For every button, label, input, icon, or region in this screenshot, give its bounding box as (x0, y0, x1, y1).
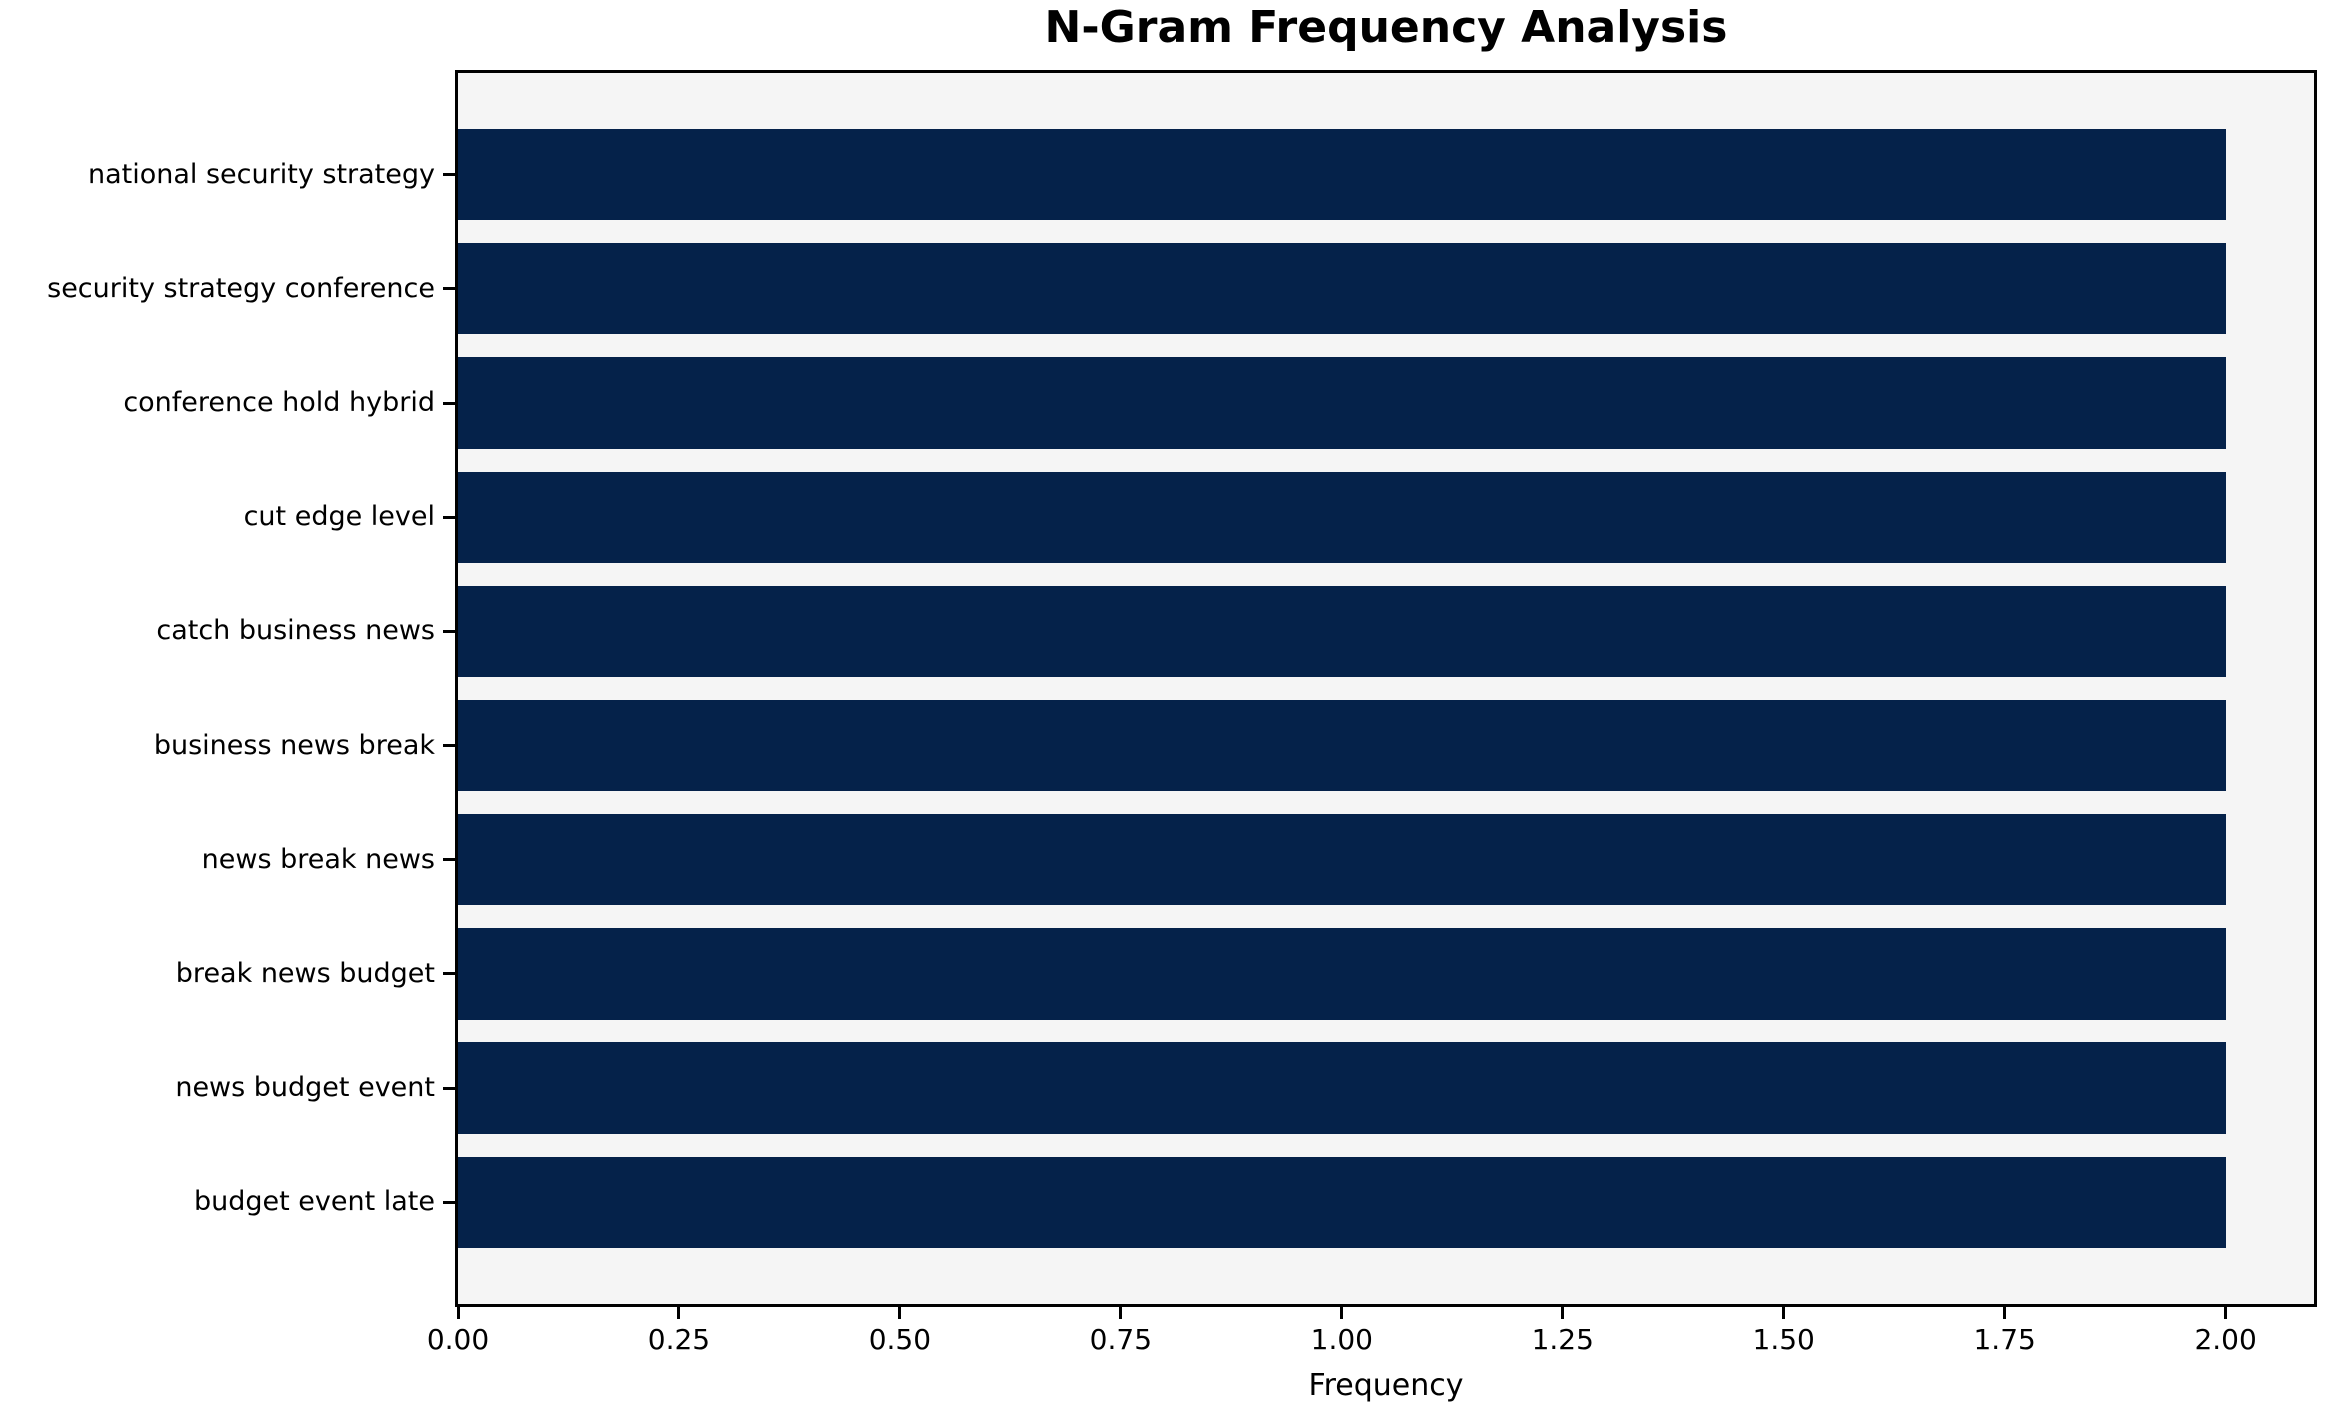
bar (458, 699, 2226, 792)
bar (458, 243, 2226, 335)
y-tick-mark (443, 1200, 455, 1204)
y-tick-mark (443, 629, 455, 633)
y-tick-label: national security strategy (87, 158, 435, 190)
x-tick-label: 1.75 (1973, 1323, 2036, 1356)
y-tick-label: conference hold hybrid (123, 387, 435, 419)
x-axis-label: Frequency (1308, 1368, 1464, 1403)
x-tick-mark (898, 1307, 902, 1319)
x-tick-mark (1119, 1307, 1123, 1319)
x-tick-label: 0.75 (1089, 1323, 1153, 1356)
y-tick-mark (443, 972, 455, 976)
x-tick-label: 0.50 (868, 1323, 932, 1356)
y-tick-mark (443, 287, 455, 291)
y-tick-label: budget event late (193, 1186, 435, 1218)
y-tick-label: break news budget (175, 957, 435, 989)
y-tick-mark (443, 401, 455, 405)
x-tick-mark (677, 1307, 681, 1319)
y-tick-label: catch business news (156, 615, 435, 647)
x-tick-mark (1782, 1307, 1786, 1319)
x-tick-mark (2224, 1307, 2228, 1319)
bar (458, 128, 2226, 221)
bar (458, 357, 2226, 449)
plot-area (455, 70, 2317, 1307)
y-tick-label: news break news (201, 843, 435, 875)
y-tick-mark (443, 858, 455, 862)
bar (458, 814, 2226, 906)
y-tick-label: news budget event (175, 1072, 435, 1104)
chart-title: N-Gram Frequency Analysis (1044, 2, 1728, 53)
y-tick-mark (443, 173, 455, 177)
x-tick-label: 1.50 (1752, 1323, 1815, 1356)
y-tick-mark (443, 515, 455, 519)
y-tick-mark (443, 744, 455, 748)
bar (458, 471, 2226, 563)
bar (458, 928, 2226, 1020)
x-tick-label: 0.25 (647, 1323, 711, 1356)
x-tick-mark (2003, 1307, 2007, 1319)
x-tick-label: 1.00 (1310, 1323, 1373, 1356)
y-tick-label: business news break (153, 729, 435, 761)
bar (458, 585, 2226, 678)
x-tick-mark (1340, 1307, 1344, 1319)
x-tick-label: 1.25 (1531, 1323, 1594, 1356)
y-tick-label: cut edge level (243, 501, 435, 533)
x-tick-label: 2.00 (2194, 1323, 2257, 1356)
x-tick-mark (456, 1307, 460, 1319)
bar (458, 1042, 2226, 1134)
x-tick-label: 0.00 (426, 1323, 490, 1356)
x-tick-mark (1561, 1307, 1565, 1319)
y-tick-label: security strategy conference (47, 272, 435, 304)
bar (458, 1156, 2226, 1249)
y-tick-mark (443, 1086, 455, 1090)
